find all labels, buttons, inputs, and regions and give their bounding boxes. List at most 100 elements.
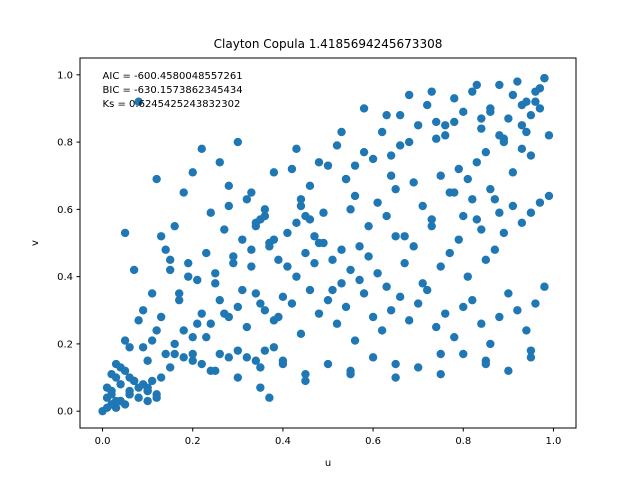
- scatter-point: [382, 282, 391, 291]
- scatter-point: [152, 326, 161, 335]
- scatter-point: [373, 198, 382, 207]
- scatter-point: [359, 104, 369, 113]
- x-tick-label: 0.2: [185, 436, 201, 447]
- scatter-point: [427, 87, 436, 96]
- scatter-point: [404, 90, 414, 100]
- scatter-point: [265, 393, 274, 402]
- scatter-point: [477, 225, 486, 234]
- scatter-point: [138, 306, 148, 315]
- x-tick-label: 0.8: [455, 436, 471, 447]
- scatter-point: [391, 232, 400, 241]
- scatter-point: [350, 336, 360, 345]
- scatter-point: [323, 295, 333, 305]
- scatter-point: [508, 90, 518, 100]
- scatter-point: [531, 87, 540, 96]
- scatter-point: [486, 339, 495, 349]
- scatter-point: [490, 195, 500, 204]
- scatter-point: [544, 191, 554, 201]
- scatter-point: [229, 252, 238, 261]
- scatter-point: [364, 221, 373, 231]
- scatter-point: [260, 205, 270, 214]
- x-tick-label: 0.0: [95, 436, 111, 447]
- stat-annotation: Ks = 0.6245425243832302: [103, 99, 241, 110]
- scatter-point: [517, 218, 527, 228]
- stat-annotation: BIC = -630.1573862345434: [103, 85, 243, 96]
- scatter-point: [193, 319, 202, 328]
- scatter-point: [472, 80, 481, 90]
- scatter-point: [368, 154, 378, 164]
- scatter-point: [368, 312, 378, 322]
- scatter-point: [350, 161, 360, 170]
- scatter-point: [481, 147, 491, 157]
- scatter-point: [508, 168, 518, 177]
- scatter-point: [116, 363, 125, 372]
- scatter-point: [170, 339, 179, 349]
- scatter-point: [314, 158, 324, 167]
- scatter-point: [161, 245, 170, 254]
- scatter-point: [522, 97, 531, 106]
- scatter-point: [319, 238, 328, 248]
- scatter-point: [427, 215, 436, 224]
- scatter-point: [346, 265, 355, 275]
- y-tick-label: 0.8: [57, 138, 73, 149]
- scatter-point: [220, 225, 229, 234]
- scatter-point: [175, 295, 184, 305]
- scatter-point: [179, 353, 188, 362]
- scatter-point: [481, 255, 491, 265]
- scatter-point: [359, 289, 369, 298]
- scatter-point: [233, 346, 243, 355]
- y-tick-label: 0.4: [57, 272, 73, 283]
- scatter-point: [450, 188, 459, 197]
- scatter-point: [152, 174, 161, 184]
- scatter-point: [165, 255, 175, 265]
- scatter-point: [504, 289, 513, 298]
- scatter-point: [283, 228, 292, 238]
- scatter-point: [125, 390, 134, 399]
- scatter-point: [301, 211, 310, 221]
- scatter-point: [432, 134, 441, 143]
- y-tick-label: 0.0: [57, 407, 73, 418]
- scatter-point: [504, 366, 513, 376]
- scatter-point: [188, 332, 197, 342]
- scatter-point: [495, 80, 504, 90]
- scatter-point: [242, 195, 252, 204]
- scatter-point: [224, 201, 233, 211]
- scatter-point: [400, 232, 409, 241]
- scatter-point: [328, 255, 337, 265]
- scatter-point: [450, 332, 459, 342]
- scatter-point: [206, 319, 215, 328]
- scatter-point: [283, 262, 292, 271]
- scatter-point: [278, 292, 288, 302]
- scatter-point: [526, 110, 536, 120]
- scatter-point: [247, 262, 256, 271]
- scatter-point: [454, 164, 463, 174]
- y-tick-label: 1.0: [57, 70, 73, 81]
- scatter-point: [147, 376, 157, 386]
- scatter-point: [382, 211, 391, 221]
- scatter-point: [517, 121, 527, 130]
- scatter-point: [504, 114, 513, 123]
- scatter-point: [296, 195, 306, 204]
- scatter-point: [188, 349, 197, 359]
- scatter-point: [305, 181, 315, 191]
- scatter-point: [179, 326, 188, 335]
- scatter-point: [269, 316, 279, 325]
- scatter-point: [459, 302, 468, 312]
- scatter-point: [436, 171, 445, 180]
- scatter-point: [413, 299, 423, 308]
- y-axis-label: v: [30, 240, 41, 246]
- scatter-point: [341, 174, 351, 184]
- scatter-point: [377, 326, 387, 335]
- scatter-point: [432, 117, 441, 127]
- scatter-point: [395, 141, 405, 150]
- scatter-point: [251, 356, 261, 365]
- scatter-point: [143, 383, 152, 392]
- scatter-point: [468, 195, 477, 204]
- scatter-point: [224, 181, 233, 191]
- scatter-point: [193, 275, 202, 285]
- scatter-point: [531, 97, 540, 106]
- scatter-point: [287, 299, 297, 308]
- scatter-point: [238, 285, 247, 295]
- scatter-point: [364, 252, 373, 261]
